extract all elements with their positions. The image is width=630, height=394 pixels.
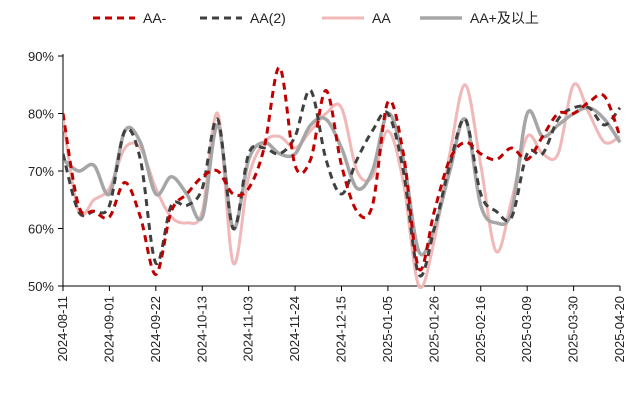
legend: AA- AA(2) AA AA+及以上 (93, 10, 539, 26)
plot-area (63, 65, 622, 289)
x-tick-label: 2024-10-13 (194, 296, 209, 363)
y-tick-label: 90% (28, 49, 54, 64)
x-tick-label: 2024-11-03 (241, 296, 256, 362)
x-tick-label: 2024-09-22 (148, 296, 163, 363)
series-line-3 (63, 105, 622, 257)
y-tick-label: 50% (28, 279, 54, 294)
series-line-0 (63, 65, 622, 277)
x-axis: 2024-08-11 2024-09-01 2024-09-22 2024-10-13… (55, 285, 627, 363)
y-tick-label: 70% (28, 164, 54, 179)
series-line-2 (63, 82, 621, 289)
x-tick-label: 2025-02-16 (473, 296, 488, 363)
legend-label-2: AA (372, 10, 391, 26)
x-tick-label: 2025-03-30 (566, 296, 581, 363)
y-axis: 50% 60% 70% 80% 90% (28, 49, 64, 294)
x-tick-label: 2024-09-01 (101, 296, 116, 363)
x-tick-label: 2025-01-26 (426, 296, 441, 363)
x-tick-label: 2025-01-05 (380, 296, 395, 363)
x-tick-label: 2024-12-15 (334, 296, 349, 363)
legend-label-3: AA+及以上 (470, 10, 539, 26)
legend-label-1: AA(2) (250, 10, 286, 26)
y-tick-label: 60% (28, 222, 54, 237)
x-tick-label: 2025-04-20 (612, 296, 627, 363)
x-tick-label: 2025-03-09 (519, 296, 534, 363)
x-tick-label: 2024-08-11 (55, 296, 70, 362)
y-tick-label: 80% (28, 107, 54, 122)
legend-label-0: AA- (143, 10, 167, 26)
series-line-1 (63, 88, 622, 278)
x-tick-label: 2024-11-24 (287, 296, 302, 362)
